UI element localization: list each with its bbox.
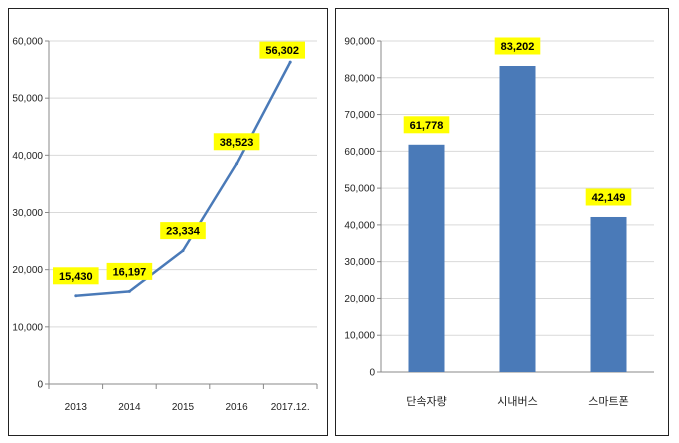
bar-chart: 0 10,000 20,000 30,000 40,000 50,000 60,000 70,… [344,37,654,408]
data-point [74,294,78,298]
data-point [181,249,185,253]
x-tick-label: 스마트폰 [588,395,628,408]
data-label-bg [585,188,632,206]
data-label-bg [160,222,206,240]
y-tick-label: 60,000 [12,37,43,48]
x-tick-label: 2016 [225,402,248,413]
y-tick-label: 40,000 [344,220,375,231]
data-label: 16,197 [113,266,147,278]
data-label-bg [106,262,153,280]
y-tick-label: 40,000 [12,151,43,162]
y-tick-label: 20,000 [344,294,375,305]
data-label-bg [53,267,99,285]
x-tick-label: 2015 [172,402,195,413]
x-tick-label: 단속자량 [406,395,446,408]
line-chart-panel: 0 10,000 20,000 30,000 40,000 50,000 60,000 201… [8,8,328,436]
y-tick-label: 0 [369,368,375,379]
bar [408,144,445,372]
data-point [288,60,292,64]
data-label-bg [259,41,305,59]
x-tick-label: 시내버스 [497,395,537,408]
y-tick-label: 30,000 [12,208,43,219]
y-tick-label: 70,000 [344,110,375,121]
data-label: 83,202 [501,41,535,53]
y-tick-label: 10,000 [12,322,43,333]
y-tick-label: 90,000 [344,37,375,48]
data-point [235,162,239,166]
data-label-bg [494,37,541,55]
y-tick-label: 30,000 [344,257,375,268]
data-label: 56,302 [265,45,299,57]
y-tick-label: 60,000 [344,147,375,158]
y-tick-label: 50,000 [344,184,375,195]
y-tick-label: 10,000 [344,331,375,342]
data-label: 61,778 [410,120,444,132]
x-tick-label: 2013 [65,402,88,413]
y-tick-label: 50,000 [12,94,43,105]
x-tick-label: 2014 [118,402,141,413]
y-tick-label: 0 [37,380,43,391]
data-label: 23,334 [166,226,201,238]
bar [499,66,536,373]
data-label-bg [213,133,260,151]
bar-chart-panel: 0 10,000 20,000 30,000 40,000 50,000 60,000 70,… [335,8,669,436]
line-chart: 0 10,000 20,000 30,000 40,000 50,000 60,000 201… [12,37,318,413]
data-label: 15,430 [59,271,93,283]
data-point [127,289,131,293]
data-label: 42,149 [592,192,626,204]
data-label: 38,523 [220,137,254,149]
bar [590,216,627,372]
y-tick-label: 80,000 [344,73,375,84]
x-tick-label: 2017.12. [271,402,310,413]
data-label-bg [403,116,450,134]
series-line [75,61,292,298]
y-tick-label: 20,000 [12,265,43,276]
